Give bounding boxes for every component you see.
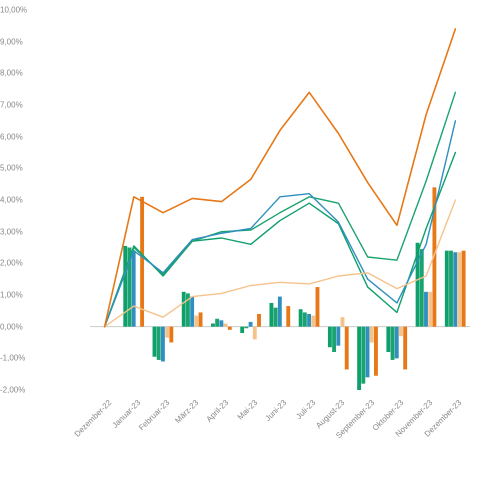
x-axis-labels: Dezember-22Januar-23Februar-23März-23Apr…	[0, 398, 500, 500]
y-tick-label: 7,00%	[0, 101, 84, 110]
bar-bar-b	[157, 327, 161, 360]
y-tick-label: 5,00%	[0, 164, 84, 173]
y-tick-label: 10,00%	[0, 6, 84, 15]
bar-bar-d	[224, 324, 228, 327]
bar-bar-a	[328, 327, 332, 348]
bar-bar-d	[194, 316, 198, 327]
bar-bar-b	[332, 327, 336, 352]
x-tick-label: Dezember-22	[72, 398, 113, 439]
bar-bar-d	[253, 327, 257, 340]
bar-bar-d	[457, 252, 461, 326]
y-tick-label: 3,00%	[0, 227, 84, 236]
x-tick-label: Mai-23	[235, 398, 259, 422]
bar-bar-d	[370, 327, 374, 343]
bar-bar-d	[165, 327, 169, 338]
y-tick-label: 6,00%	[0, 132, 84, 141]
bar-bar-a	[211, 324, 215, 327]
y-tick-label: 8,00%	[0, 69, 84, 78]
bar-bar-c	[219, 320, 223, 326]
bar-bar-e	[169, 327, 173, 343]
bar-bar-c	[366, 327, 370, 378]
bar-bar-c	[453, 252, 457, 326]
bar-bar-c	[424, 292, 428, 327]
bar-bar-b	[361, 327, 365, 384]
y-tick-label: 4,00%	[0, 196, 84, 205]
y-tick-label: 9,00%	[0, 37, 84, 46]
bar-bar-b	[449, 251, 453, 327]
bar-bar-a	[240, 327, 244, 333]
bar-bar-e	[374, 327, 378, 376]
bar-bar-d	[428, 292, 432, 327]
bar-bar-a	[357, 327, 361, 390]
bar-bar-e	[228, 327, 232, 330]
bar-bar-c	[336, 327, 340, 346]
x-tick-label: März-23	[174, 398, 201, 425]
y-tick-label: 2,00%	[0, 259, 84, 268]
y-tick-label: -1,00%	[0, 354, 84, 363]
bar-bar-e	[286, 306, 290, 327]
bar-bar-c	[278, 297, 282, 327]
bar-bar-c	[161, 327, 165, 362]
bar-bar-e	[199, 312, 203, 326]
bar-bar-b	[244, 327, 248, 329]
y-tick-label: 0,00%	[0, 322, 84, 331]
bar-bar-c	[190, 297, 194, 327]
x-tick-label: April-23	[204, 398, 230, 424]
bar-bar-e	[403, 327, 407, 370]
bar-bar-a	[445, 251, 449, 327]
bar-bar-d	[311, 316, 315, 327]
bar-bar-e	[140, 197, 144, 327]
bar-bar-c	[395, 327, 399, 359]
bar-bar-e	[345, 327, 349, 370]
bar-bar-c	[307, 314, 311, 327]
bar-bar-b	[391, 327, 395, 360]
bar-bar-a	[386, 327, 390, 352]
bar-bar-a	[123, 246, 127, 327]
bar-bar-a	[182, 292, 186, 327]
x-tick-label: Februar-23	[137, 398, 171, 432]
combo-chart: -2,00% -1,00% 0,00% 1,00% 2,00% 3,00% 4,00% 5,0…	[0, 0, 500, 500]
bar-bar-a	[269, 303, 273, 327]
bar-bar-a	[153, 327, 157, 357]
bar-bar-d	[399, 327, 403, 337]
bar-bar-d	[341, 317, 345, 327]
bar-bar-b	[420, 249, 424, 327]
bar-bar-b	[274, 308, 278, 327]
bar-bar-b	[303, 312, 307, 326]
bar-bar-e	[462, 251, 466, 327]
x-tick-label: Juli-23	[295, 398, 318, 421]
bar-bar-b	[215, 319, 219, 327]
bar-bar-e	[316, 287, 320, 327]
bar-bar-c	[132, 251, 136, 327]
x-tick-label: Juni-23	[263, 398, 288, 423]
bar-bar-e	[257, 314, 261, 327]
bar-bar-a	[299, 309, 303, 326]
y-tick-label: 1,00%	[0, 291, 84, 300]
y-tick-label: -2,00%	[0, 386, 84, 395]
bar-bar-c	[249, 322, 253, 327]
